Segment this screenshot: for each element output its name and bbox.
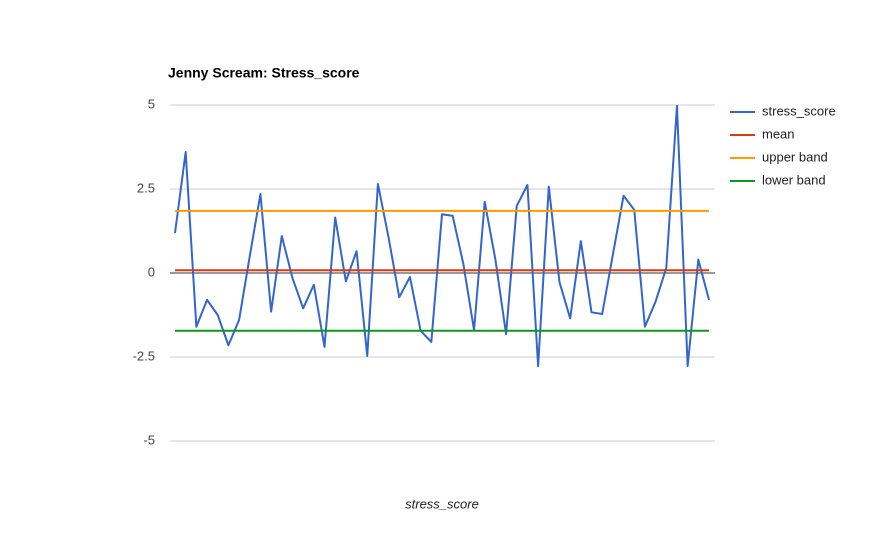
x-axis-label: stress_score: [405, 496, 479, 511]
chart-title: Jenny Scream: Stress_score: [168, 65, 360, 81]
legend-label: upper band: [762, 149, 828, 164]
y-tick-label: -5: [143, 432, 155, 447]
series-line: [174, 105, 710, 368]
legend-label: stress_score: [762, 103, 836, 118]
y-tick-label: 0: [148, 264, 155, 279]
legend-label: lower band: [762, 172, 826, 187]
y-tick-label: -2.5: [133, 348, 155, 363]
y-tick-label: 5: [148, 96, 155, 111]
y-tick-label: 2.5: [137, 180, 155, 195]
legend-label: mean: [762, 126, 795, 141]
